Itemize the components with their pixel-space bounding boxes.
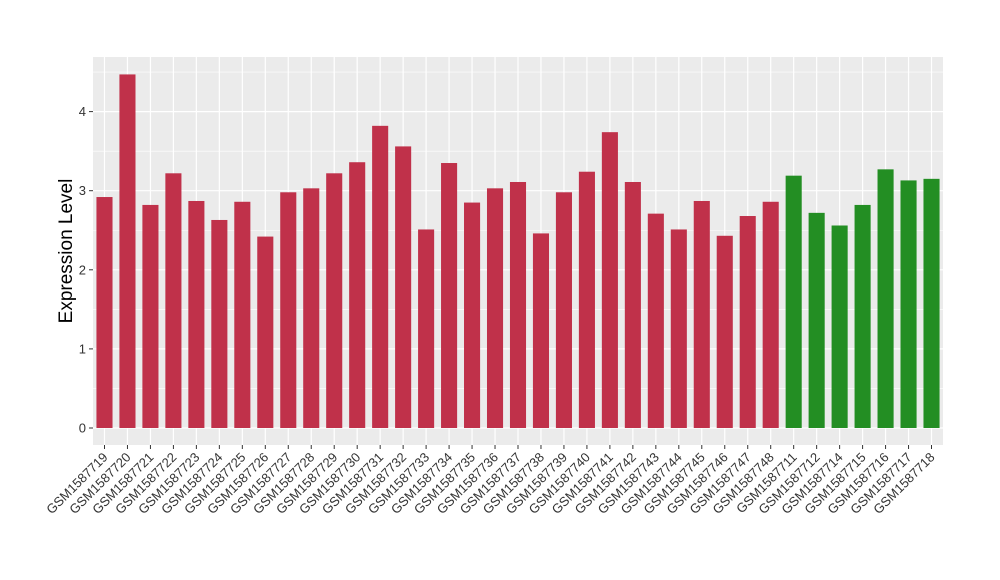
- y-axis: 0 1 2 3 4: [79, 104, 93, 436]
- y-axis-title: Expression Level: [56, 179, 77, 324]
- bar: [647, 213, 664, 428]
- y-tick-label: 0: [79, 421, 86, 436]
- bar: [280, 192, 297, 428]
- bar: [693, 200, 710, 428]
- y-tick-label: 3: [79, 183, 86, 198]
- bar: [119, 74, 136, 428]
- bar: [326, 173, 343, 428]
- x-axis: GSM1587719GSM1587720GSM1587721GSM1587722…: [43, 445, 938, 517]
- bar: [349, 162, 366, 428]
- bar: [555, 192, 572, 428]
- bar: [854, 204, 871, 428]
- bar: [234, 201, 251, 428]
- bar: [142, 204, 159, 428]
- bar: [624, 181, 641, 428]
- y-tick-label: 1: [79, 341, 86, 356]
- y-tick-label: 2: [79, 262, 86, 277]
- bar: [601, 132, 618, 428]
- bar: [464, 202, 481, 428]
- bar: [418, 229, 435, 428]
- bar: [831, 225, 848, 428]
- bar: [900, 180, 917, 428]
- bar: [372, 125, 389, 428]
- bar: [165, 173, 182, 428]
- bar: [877, 169, 894, 428]
- bar: [808, 212, 825, 428]
- bar: [486, 188, 504, 428]
- bar: [923, 178, 940, 428]
- y-tick-label: 4: [79, 104, 86, 119]
- bar: [211, 219, 228, 428]
- bar: [441, 163, 458, 428]
- bar: [257, 236, 274, 428]
- bar: [762, 201, 779, 428]
- bar: [716, 235, 733, 428]
- bars: [96, 74, 940, 429]
- bar: [303, 188, 320, 428]
- bar: [509, 181, 527, 428]
- bar: [785, 175, 802, 428]
- bar: [395, 146, 412, 429]
- bar: [532, 233, 550, 428]
- bar: [96, 197, 113, 428]
- bar: [188, 200, 205, 428]
- bar: [670, 229, 687, 428]
- bar: [578, 171, 595, 428]
- bar: [739, 216, 756, 428]
